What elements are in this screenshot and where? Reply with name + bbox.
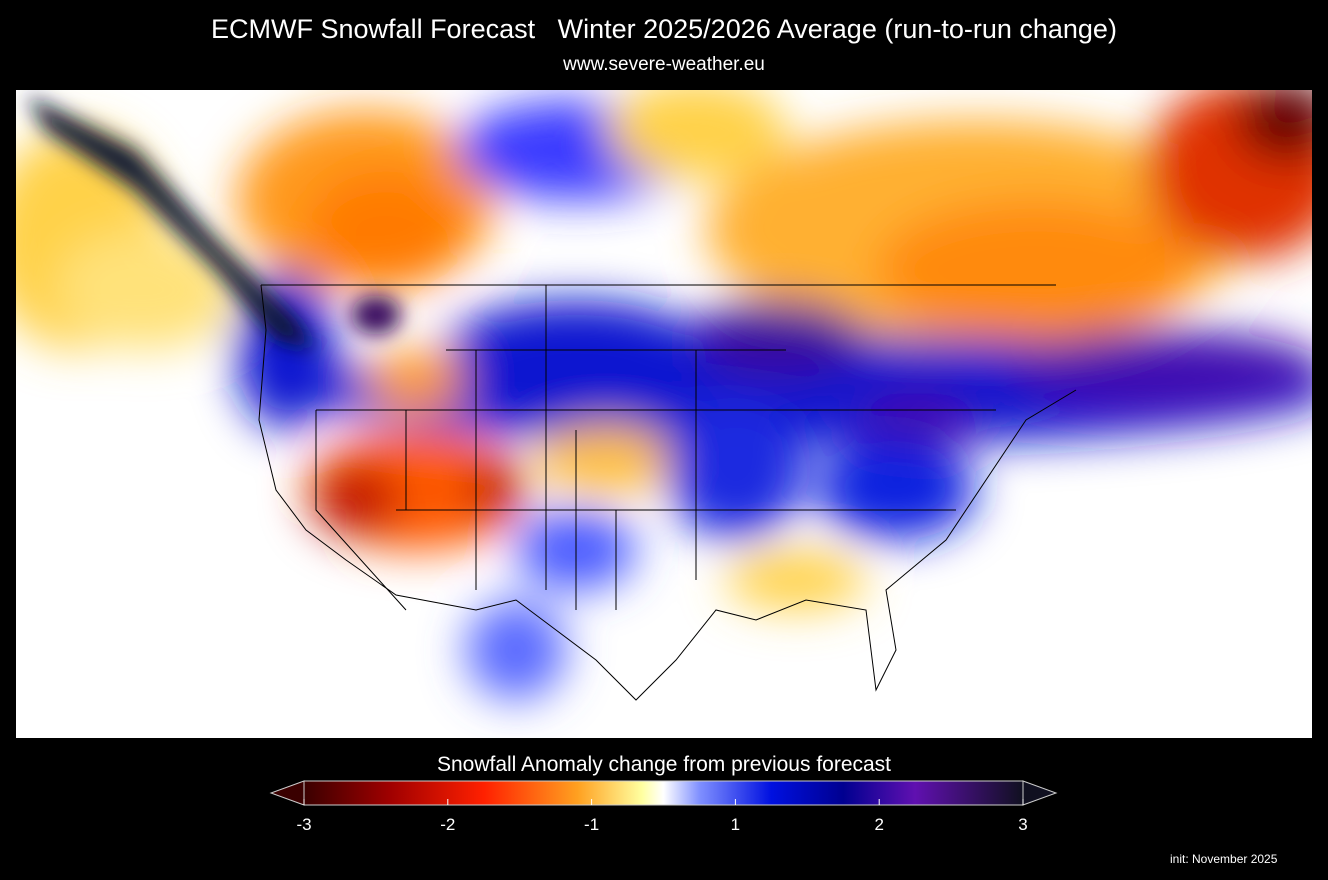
init-date: init: November 2025 xyxy=(1170,852,1278,866)
colorbar-tick-label: -3 xyxy=(296,815,311,834)
colorbar-label: Snowfall Anomaly change from previous fo… xyxy=(436,753,892,776)
colorbar-tick-label: 3 xyxy=(1018,815,1027,834)
colorbar-tick-label: -2 xyxy=(440,815,455,834)
colorbar-tick-label: 2 xyxy=(874,815,883,834)
map xyxy=(16,90,1312,738)
colorbar: -3 -2 -1 1 2 3 xyxy=(269,780,1058,834)
subtitle: www.severe-weather.eu xyxy=(563,54,765,75)
title: ECMWF Snowfall Forecast Winter 2025/2026… xyxy=(211,14,1117,44)
colorbar-tick-label: 1 xyxy=(731,815,740,834)
colorbar-tick-label: -1 xyxy=(584,815,599,834)
